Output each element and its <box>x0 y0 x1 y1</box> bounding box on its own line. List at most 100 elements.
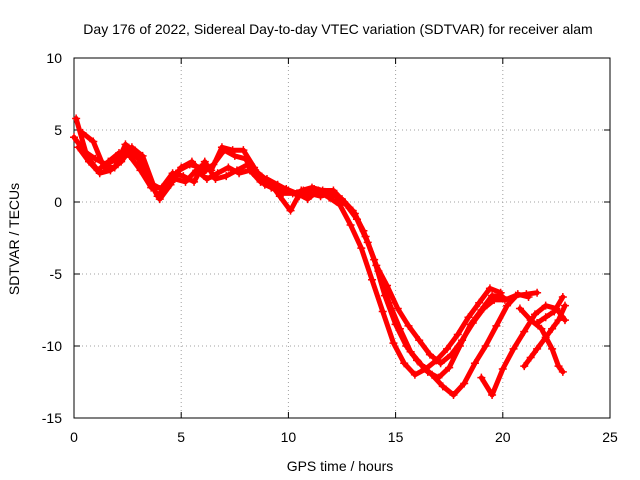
data-point <box>438 382 447 391</box>
data-point <box>533 344 542 353</box>
data-point <box>445 363 454 372</box>
data-point <box>224 163 233 172</box>
data-point <box>190 177 199 186</box>
data-point <box>537 324 546 333</box>
data-point <box>297 186 306 195</box>
data-point <box>490 295 499 304</box>
axis-ticks: 0 5 10 15 20 25 -15 -10 -5 0 5 10 <box>42 50 618 445</box>
data-point <box>115 149 124 158</box>
data-point <box>325 193 334 202</box>
data-point <box>125 151 134 160</box>
data-point <box>520 362 529 371</box>
series-track-4 <box>72 114 542 368</box>
data-point <box>303 195 312 204</box>
data-point <box>93 166 102 175</box>
y-tick-label: 10 <box>46 50 62 66</box>
data-point <box>389 339 398 348</box>
data-point <box>74 143 83 152</box>
data-point <box>515 304 524 313</box>
y-tick-label: 5 <box>54 122 62 138</box>
data-point <box>275 192 284 201</box>
data-point <box>260 180 269 189</box>
data-point <box>488 390 497 399</box>
data-point <box>548 324 557 333</box>
data-point <box>361 232 370 241</box>
data-point <box>385 298 394 307</box>
series-trace <box>534 294 566 326</box>
data-point <box>72 114 81 123</box>
data-point <box>458 336 467 345</box>
data-point <box>417 360 426 369</box>
data-point <box>541 301 550 310</box>
data-point <box>477 373 486 382</box>
data-point <box>346 221 355 230</box>
data-marks <box>70 114 569 399</box>
data-point <box>468 318 477 327</box>
data-point <box>533 318 542 327</box>
data-point <box>421 365 430 374</box>
data-point <box>335 200 344 209</box>
data-point <box>488 291 497 300</box>
data-point <box>554 316 563 325</box>
data-point <box>254 169 263 178</box>
data-point <box>211 174 220 183</box>
data-point <box>415 336 424 345</box>
data-point <box>541 313 550 322</box>
data-point <box>372 261 381 270</box>
data-point <box>136 166 145 175</box>
data-point <box>554 362 563 371</box>
data-point <box>104 157 113 166</box>
data-point <box>230 151 239 160</box>
data-point <box>511 291 520 300</box>
data-point <box>70 133 78 142</box>
data-point <box>449 390 458 399</box>
data-point <box>533 288 542 297</box>
data-point <box>428 370 437 379</box>
data-point <box>286 206 295 215</box>
data-point <box>503 301 512 310</box>
data-point <box>550 307 559 316</box>
data-point <box>82 151 91 160</box>
data-point <box>530 310 539 319</box>
series-track-7 <box>515 304 567 376</box>
data-point <box>157 183 166 192</box>
data-point <box>200 157 209 166</box>
series-track-5 <box>477 301 569 399</box>
y-tick-label: -10 <box>42 338 62 354</box>
data-point <box>350 209 359 218</box>
data-point <box>89 137 98 146</box>
data-point <box>447 350 456 359</box>
data-point <box>202 174 211 183</box>
data-point <box>393 304 402 313</box>
data-point <box>239 146 248 155</box>
data-point <box>228 146 237 155</box>
data-point <box>558 367 567 376</box>
data-point <box>217 143 226 152</box>
data-point <box>485 284 494 293</box>
data-point <box>307 183 316 192</box>
data-point <box>522 290 531 299</box>
y-tick-label: 0 <box>54 194 62 210</box>
data-point <box>470 359 479 368</box>
data-point <box>475 298 484 307</box>
data-point <box>404 321 413 330</box>
x-tick-label: 10 <box>281 429 297 445</box>
data-point <box>243 160 252 169</box>
data-point <box>520 327 529 336</box>
x-tick-label: 20 <box>495 429 511 445</box>
data-point <box>425 350 434 359</box>
data-point <box>282 185 291 194</box>
x-axis-label: GPS time / hours <box>287 458 394 474</box>
data-point <box>329 186 338 195</box>
data-point <box>383 281 392 290</box>
data-point <box>357 244 366 253</box>
data-point <box>492 321 501 330</box>
data-point <box>496 288 505 297</box>
data-point <box>460 379 469 388</box>
data-point <box>132 149 141 158</box>
y-tick-label: -15 <box>42 410 62 426</box>
data-point <box>548 344 557 353</box>
data-point <box>400 359 409 368</box>
